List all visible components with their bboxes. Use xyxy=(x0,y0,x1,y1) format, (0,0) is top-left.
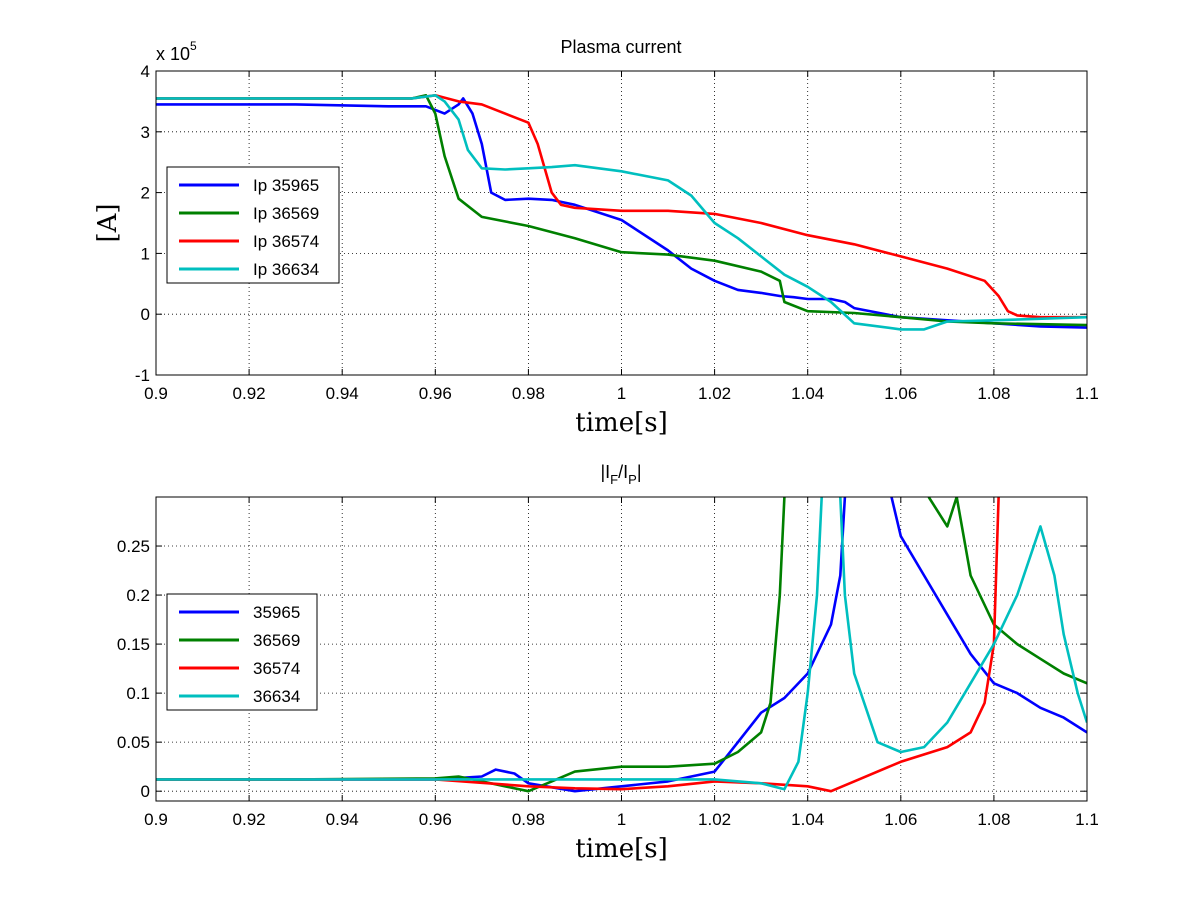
x-tick-label: 0.9 xyxy=(144,810,168,829)
y-tick-label: 4 xyxy=(141,62,150,81)
x-tick-label: 1.06 xyxy=(884,384,917,403)
x-tick-label: 1.02 xyxy=(698,810,731,829)
y-tick-label: 0.1 xyxy=(126,684,150,703)
y-tick-label: 0.2 xyxy=(126,586,150,605)
x-tick-label: 1 xyxy=(617,810,626,829)
series-line-36569 xyxy=(156,497,786,793)
x-axis-label: time[s] xyxy=(575,834,667,864)
plot-title: Plasma current xyxy=(560,37,681,57)
y-tick-label: 0.25 xyxy=(117,537,150,556)
legend-entry: 36569 xyxy=(253,631,300,650)
series-line-ip-36634 xyxy=(156,94,1087,331)
series-line-ip-35965 xyxy=(156,97,1087,329)
series-line-35965 xyxy=(890,497,1087,734)
current-ratio-plot: 0.9 0.92 0.94 0.96 0.98 1 1.02 1.04 1.06 1.08 1.1 0… xyxy=(117,462,1099,864)
y-tick-label: 0 xyxy=(141,782,150,801)
y-tick-label: 0 xyxy=(141,305,150,324)
y-tick-label: -1 xyxy=(135,366,150,385)
y-axis-exponent: x 105 xyxy=(156,39,197,64)
x-tick-label: 1.08 xyxy=(977,810,1010,829)
series-line-36634 xyxy=(156,497,823,791)
series-line-36634 xyxy=(839,497,1087,754)
x-tick-label: 0.98 xyxy=(512,810,545,829)
x-tick-label: 1.06 xyxy=(884,810,917,829)
y-tick-label: 2 xyxy=(141,184,150,203)
x-tick-label: 1.08 xyxy=(977,384,1010,403)
legend-entry: Ip 36569 xyxy=(253,204,319,223)
x-tick-label: 0.94 xyxy=(326,810,359,829)
x-tick-label: 0.9 xyxy=(144,384,168,403)
y-tick-label: 1 xyxy=(141,244,150,263)
legend-entry: Ip 36634 xyxy=(253,260,319,279)
series-line-ip-36574 xyxy=(156,94,1087,319)
x-tick-label: 1.1 xyxy=(1075,384,1099,403)
x-tick-label: 0.94 xyxy=(326,384,359,403)
y-axis-label: [A] xyxy=(93,203,123,242)
x-tick-label: 0.92 xyxy=(233,810,266,829)
x-tick-label: 0.96 xyxy=(419,810,452,829)
x-tick-label: 1.1 xyxy=(1075,810,1099,829)
plasma-current-plot: 0.9 0.92 0.94 0.96 0.98 1 1.02 1.04 1.06 1.08 1.1 -… xyxy=(93,37,1099,438)
legend-entry: Ip 35965 xyxy=(253,176,319,195)
x-tick-label: 1.04 xyxy=(791,810,824,829)
plot-title: |IF/IP| xyxy=(600,462,641,487)
legend-entry: 36574 xyxy=(253,659,300,678)
y-tick-label: 0.15 xyxy=(117,635,150,654)
series-group xyxy=(156,497,1087,793)
x-tick-label: 1.04 xyxy=(791,384,824,403)
y-tick-label: 0.05 xyxy=(117,733,150,752)
axes-frame xyxy=(155,496,1088,802)
x-tick-label: 0.96 xyxy=(419,384,452,403)
x-tick-label: 0.92 xyxy=(233,384,266,403)
x-axis-label: time[s] xyxy=(575,408,667,438)
series-line-36574 xyxy=(156,497,1000,793)
y-tick-label: 3 xyxy=(141,123,150,142)
x-tick-label: 1.02 xyxy=(698,384,731,403)
x-tick-label: 1 xyxy=(617,384,626,403)
legend-entry: Ip 36574 xyxy=(253,232,319,251)
x-tick-label: 0.98 xyxy=(512,384,545,403)
legend-entry: 36634 xyxy=(253,687,300,706)
series-line-ip-36569 xyxy=(156,94,1087,327)
axes-frame xyxy=(155,70,1088,376)
legend-entry: 35965 xyxy=(253,603,300,622)
series-group xyxy=(156,94,1087,331)
